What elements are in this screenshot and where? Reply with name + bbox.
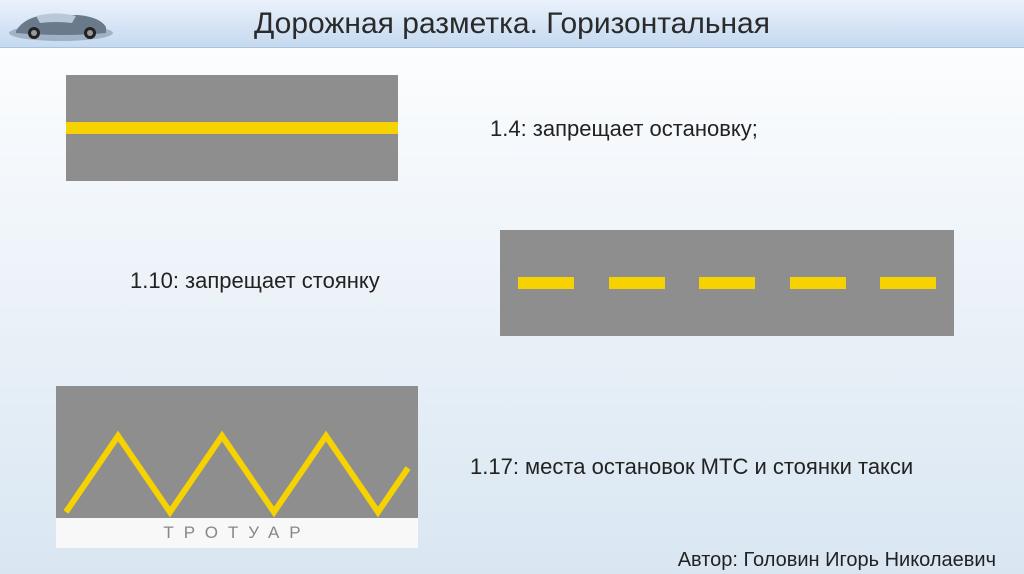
dash-row (518, 277, 936, 289)
marking-1-10-diagram (500, 230, 954, 336)
solid-yellow-line (66, 122, 398, 134)
dash-segment (518, 277, 574, 289)
dash-segment (699, 277, 755, 289)
marking-1-4-diagram (66, 75, 398, 181)
label-1-4: 1.4: запрещает остановку; (490, 116, 758, 142)
dash-segment (609, 277, 665, 289)
sidewalk-label: ТРОТУАР (56, 518, 418, 548)
zigzag-line-icon (56, 386, 418, 518)
dash-segment (790, 277, 846, 289)
label-1-17: 1.17: места остановок МТС и стоянки такс… (470, 454, 913, 480)
logo (6, 4, 126, 44)
page-title: Дорожная разметка. Горизонтальная (0, 7, 1024, 41)
dash-segment (880, 277, 936, 289)
author-text: Автор: Головин Игорь Николаевич (678, 549, 996, 572)
road-surface (56, 386, 418, 518)
label-1-10: 1.10: запрещает стоянку (130, 268, 380, 294)
header-bar: Дорожная разметка. Горизонтальная (0, 0, 1024, 48)
content-area: 1.4: запрещает остановку; 1.10: запрещае… (0, 48, 1024, 574)
car-icon (6, 5, 116, 43)
marking-1-17-diagram: ТРОТУАР (56, 386, 418, 548)
